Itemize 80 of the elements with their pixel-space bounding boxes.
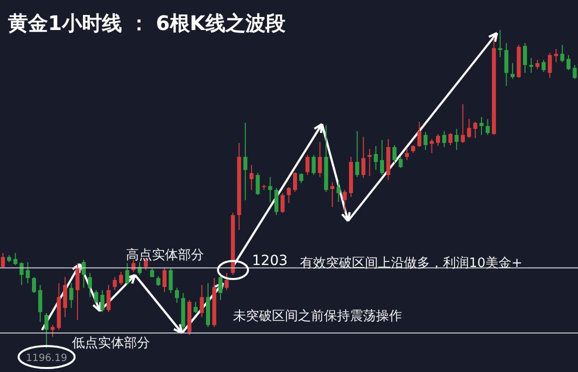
text: 1196.19 — [26, 352, 68, 364]
candlestick — [510, 62, 515, 80]
candlestick — [498, 29, 502, 58]
candlestick — [374, 146, 378, 170]
candlestick — [486, 118, 490, 136]
candlestick — [448, 132, 452, 146]
candlestick — [0, 252, 5, 268]
candlestick — [76, 262, 80, 321]
candlestick — [119, 271, 124, 286]
candlestick — [38, 284, 42, 322]
candlestick — [560, 44, 564, 63]
candlestick — [535, 59, 540, 70]
candlestick — [312, 154, 316, 176]
candlestick — [424, 132, 428, 150]
annotation: 未突破区间之前保持震荡操作 — [233, 309, 402, 324]
candlestick — [442, 130, 446, 148]
candlestick — [82, 259, 86, 288]
candlestick — [32, 276, 36, 294]
candlestick — [318, 141, 322, 178]
candlestick — [299, 172, 304, 184]
candlestick — [256, 172, 260, 196]
candlestick — [368, 148, 372, 176]
candlestick — [522, 42, 527, 74]
candlestick — [529, 57, 534, 74]
candlestick — [286, 186, 291, 204]
candlestick — [355, 130, 360, 178]
candlestick — [342, 189, 347, 212]
candlestick — [392, 144, 396, 164]
candlestick — [63, 276, 68, 318]
chart-title: 黄金1小时线 ： 6根K线之波段 — [7, 11, 286, 35]
candlestick — [293, 172, 298, 192]
candlestick — [250, 164, 254, 190]
candlestick — [479, 116, 484, 136]
candlestick — [224, 272, 229, 291]
candlestick — [305, 154, 310, 176]
candlestick — [218, 272, 222, 300]
candlestick — [168, 267, 173, 294]
annotation: 低点实体部分 — [72, 336, 150, 351]
candlestick — [26, 262, 30, 284]
candlestick — [436, 133, 440, 147]
candlestick — [44, 312, 48, 348]
candlestick — [454, 128, 459, 150]
candlestick — [336, 180, 341, 203]
candlestick — [13, 252, 18, 266]
candlestick — [20, 262, 24, 286]
candlestick — [94, 290, 98, 304]
candlestick — [280, 192, 285, 214]
candlestick — [162, 267, 167, 293]
candlestick — [274, 188, 278, 216]
candlestick — [194, 301, 198, 314]
candlestick — [268, 176, 272, 203]
candlestick — [572, 64, 577, 80]
candlestick — [361, 136, 366, 178]
candlestick — [504, 42, 508, 86]
candlestick — [566, 54, 570, 71]
candlestick — [417, 121, 422, 148]
annotation: 高点实体部分 — [126, 247, 204, 263]
candlestick — [100, 290, 104, 313]
candlestick — [467, 118, 472, 139]
candlestick — [460, 104, 465, 144]
candlestick — [380, 140, 384, 176]
candlestick — [404, 147, 409, 161]
candlestick — [125, 262, 130, 286]
candlestick — [330, 181, 334, 208]
candlestick — [106, 284, 111, 313]
annotation: 有效突破区间上沿做多，利润10美金+ — [300, 255, 522, 271]
annotation: 1203 — [252, 252, 288, 269]
candlestick — [243, 122, 248, 201]
candlestick — [473, 121, 478, 139]
candlestick — [69, 282, 74, 308]
candlestick — [50, 324, 55, 338]
candlestick — [156, 276, 160, 286]
candlestick — [398, 156, 403, 168]
candlestick — [112, 276, 117, 291]
candlestick — [174, 287, 179, 304]
candlestick — [548, 52, 552, 79]
candlestick — [88, 272, 92, 298]
candlestick — [542, 59, 546, 72]
candlestick — [430, 138, 434, 154]
candlestick — [200, 284, 204, 318]
